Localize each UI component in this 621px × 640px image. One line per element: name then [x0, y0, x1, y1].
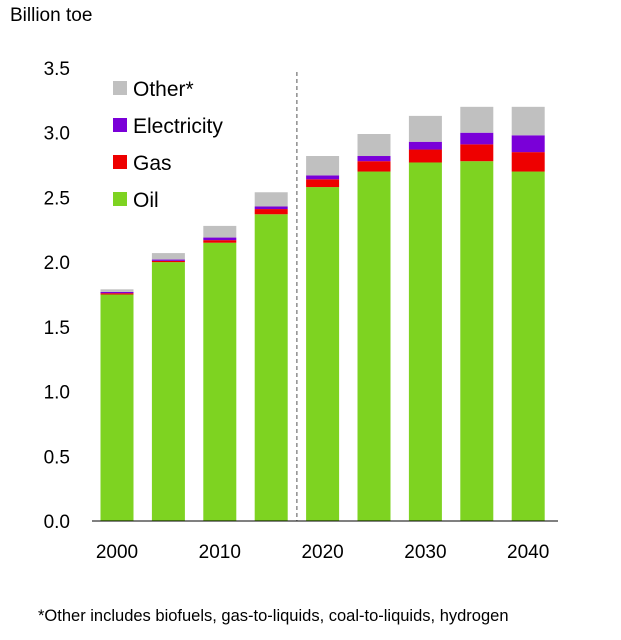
legend-swatch-gas	[113, 155, 127, 169]
bar-electricity-2035	[460, 132, 494, 145]
y-tick-label: 0.5	[44, 447, 70, 468]
legend-swatch-electricity	[113, 118, 127, 132]
y-tick-label: 3.0	[44, 124, 70, 145]
bar-oil-2005	[151, 262, 185, 521]
bar-oil-2010	[203, 242, 237, 521]
bar-electricity-2040	[511, 135, 545, 153]
legend: Other* Electricity Gas Oil	[113, 78, 223, 212]
bar-gas-2040	[511, 152, 545, 172]
legend-swatch-other	[113, 81, 127, 95]
bar-gas-2015	[254, 209, 288, 215]
bar-other-2005	[151, 253, 185, 260]
y-tick-label: 1.0	[44, 383, 70, 404]
y-tick-label: 1.5	[44, 318, 70, 339]
bar-electricity-2020	[306, 175, 340, 180]
bar-gas-2005	[151, 260, 185, 263]
bar-other-2000	[100, 289, 134, 292]
bar-electricity-2000	[100, 291, 134, 294]
bar-electricity-2005	[151, 259, 185, 261]
bar-electricity-2010	[203, 237, 237, 241]
bar-gas-2025	[357, 161, 391, 172]
legend-swatch-oil	[113, 192, 127, 206]
bar-gas-2035	[460, 144, 494, 162]
bar-other-2040	[511, 106, 545, 136]
legend-label-oil: Oil	[133, 189, 159, 212]
x-tick-label: 2030	[404, 542, 446, 563]
bar-gas-2010	[203, 240, 237, 243]
x-tick-label: 2040	[507, 542, 549, 563]
x-tick-label: 2010	[199, 542, 241, 563]
bar-oil-2025	[357, 171, 391, 522]
y-tick-label: 2.5	[44, 188, 70, 209]
bar-other-2030	[408, 115, 442, 142]
x-tick-label: 2020	[301, 542, 343, 563]
bar-gas-2030	[408, 149, 442, 163]
y-axis: 0.0 0.5 1.0 1.5 2.0 2.5 3.0 3.5	[44, 59, 70, 533]
bar-other-2020	[306, 156, 340, 176]
bar-oil-2000	[100, 294, 134, 521]
bar-oil-2035	[460, 161, 494, 521]
bars	[100, 106, 545, 522]
legend-label-gas: Gas	[133, 152, 172, 175]
bar-electricity-2025	[357, 156, 391, 162]
y-tick-label: 0.0	[44, 512, 70, 533]
bar-oil-2015	[254, 214, 288, 522]
x-tick-label: 2000	[96, 542, 138, 563]
bar-other-2025	[357, 134, 391, 157]
footnote: *Other includes biofuels, gas-to-liquids…	[38, 607, 509, 625]
y-tick-label: 3.5	[44, 59, 70, 80]
bar-electricity-2030	[408, 141, 442, 150]
legend-label-other: Other*	[133, 78, 194, 101]
bar-other-2010	[203, 225, 237, 238]
bar-gas-2020	[306, 179, 340, 188]
y-axis-label: Billion toe	[10, 5, 92, 26]
bar-oil-2020	[306, 187, 340, 521]
bar-gas-2000	[100, 293, 134, 295]
bar-electricity-2015	[254, 206, 288, 210]
bar-other-2015	[254, 192, 288, 207]
y-tick-label: 2.0	[44, 253, 70, 274]
bar-other-2035	[460, 106, 494, 133]
bar-oil-2030	[408, 162, 442, 522]
legend-label-electricity: Electricity	[133, 115, 223, 138]
x-axis: 2000 2010 2020 2030 2040	[96, 542, 549, 563]
bar-oil-2040	[511, 171, 545, 522]
